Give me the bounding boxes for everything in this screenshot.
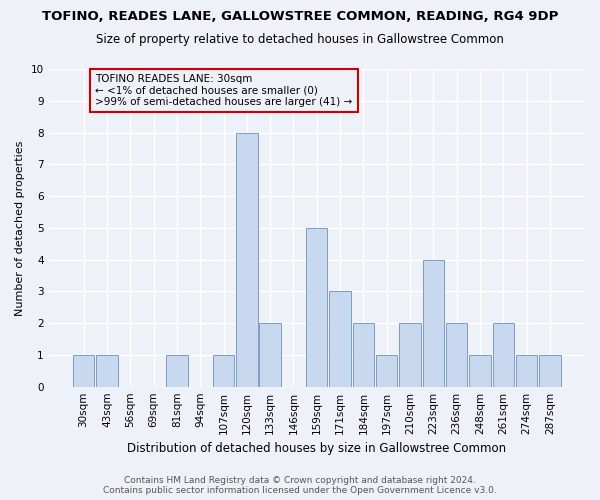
Text: TOFINO READES LANE: 30sqm
← <1% of detached houses are smaller (0)
>99% of semi-: TOFINO READES LANE: 30sqm ← <1% of detac… <box>95 74 353 107</box>
Bar <box>73 355 94 386</box>
Text: Contains HM Land Registry data © Crown copyright and database right 2024.
Contai: Contains HM Land Registry data © Crown c… <box>103 476 497 495</box>
Bar <box>376 355 397 386</box>
Bar <box>469 355 491 386</box>
Bar <box>516 355 538 386</box>
Bar <box>236 132 257 386</box>
Bar <box>446 323 467 386</box>
Bar <box>493 323 514 386</box>
Bar <box>329 292 351 386</box>
Bar <box>306 228 328 386</box>
Bar <box>399 323 421 386</box>
Y-axis label: Number of detached properties: Number of detached properties <box>15 140 25 316</box>
X-axis label: Distribution of detached houses by size in Gallowstree Common: Distribution of detached houses by size … <box>127 442 506 455</box>
Bar <box>422 260 444 386</box>
Text: Size of property relative to detached houses in Gallowstree Common: Size of property relative to detached ho… <box>96 32 504 46</box>
Bar <box>259 323 281 386</box>
Bar <box>213 355 234 386</box>
Bar <box>96 355 118 386</box>
Bar <box>166 355 188 386</box>
Text: TOFINO, READES LANE, GALLOWSTREE COMMON, READING, RG4 9DP: TOFINO, READES LANE, GALLOWSTREE COMMON,… <box>42 10 558 23</box>
Bar <box>353 323 374 386</box>
Bar <box>539 355 560 386</box>
